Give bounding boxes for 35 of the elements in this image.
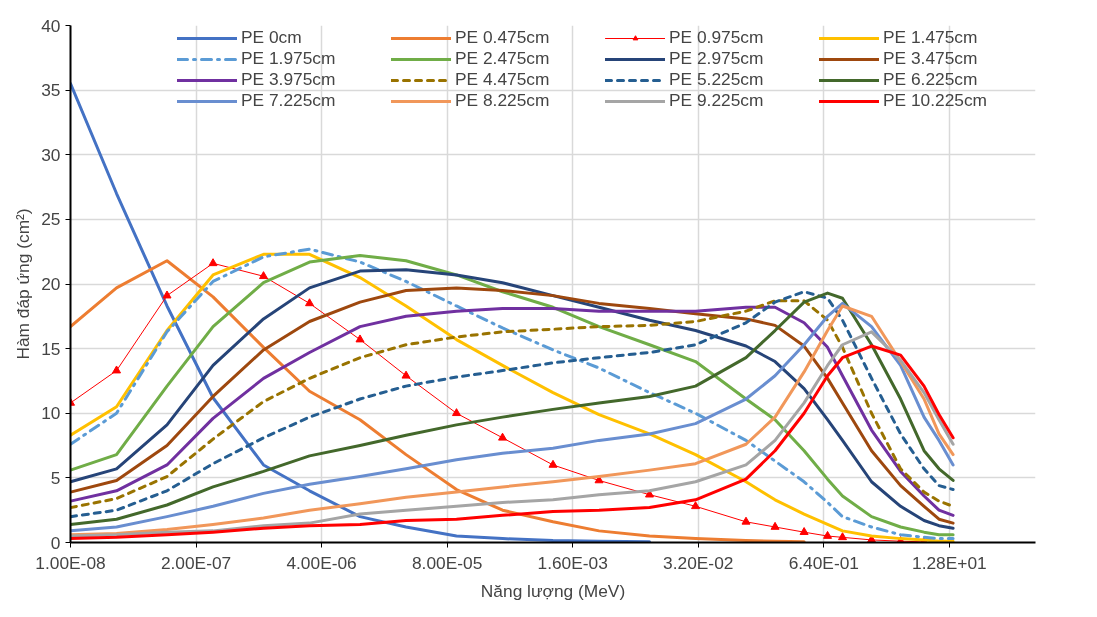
y-tick-label: 40 xyxy=(41,15,61,36)
legend-label: PE 1.975cm xyxy=(241,48,337,69)
x-tick-label: 1.00E-08 xyxy=(35,552,106,573)
y-axis-title: Hàm đáp ứng (cm²) xyxy=(13,208,34,360)
y-tick-label: 0 xyxy=(50,532,61,553)
legend-label: PE 10.225cm xyxy=(883,90,989,111)
legend-label: PE 2.475cm xyxy=(455,48,551,69)
y-tick-label: 20 xyxy=(41,274,61,294)
legend-label: PE 0.475cm xyxy=(455,27,551,48)
x-tick-label: 6.40E-01 xyxy=(788,552,859,573)
y-tick-label: 10 xyxy=(41,403,61,424)
legend-label: PE 0.975cm xyxy=(669,27,765,48)
y-tick-label: 35 xyxy=(41,80,61,101)
legend-label: PE 3.975cm xyxy=(241,69,337,90)
y-tick-label: 5 xyxy=(50,467,61,488)
legend-label: PE 1.475cm xyxy=(883,27,979,48)
legend-label: PE 5.225cm xyxy=(669,69,765,90)
y-tick-label: 15 xyxy=(41,338,61,359)
legend-label: PE 0cm xyxy=(241,27,303,48)
y-tick-label: 25 xyxy=(41,209,61,230)
legend-label: PE 6.225cm xyxy=(883,69,979,90)
x-axis-title: Năng lượng (MeV) xyxy=(480,580,626,601)
x-tick-label: 1.60E-03 xyxy=(537,552,608,573)
x-tick-label: 3.20E-02 xyxy=(663,552,734,573)
y-tick-label: 30 xyxy=(41,144,61,165)
legend-label: PE 7.225cm xyxy=(241,90,337,111)
legend-label: PE 8.225cm xyxy=(455,90,551,111)
legend-label: PE 9.225cm xyxy=(669,90,765,111)
legend-label: PE 4.475cm xyxy=(455,69,551,90)
legend-label: PE 2.975cm xyxy=(669,48,765,69)
x-tick-label: 4.00E-06 xyxy=(286,552,357,573)
x-tick-label: 1.28E+01 xyxy=(912,552,987,573)
x-tick-label: 2.00E-07 xyxy=(160,552,232,573)
x-tick-label: 8.00E-05 xyxy=(411,552,483,573)
legend-label: PE 3.475cm xyxy=(883,48,979,69)
